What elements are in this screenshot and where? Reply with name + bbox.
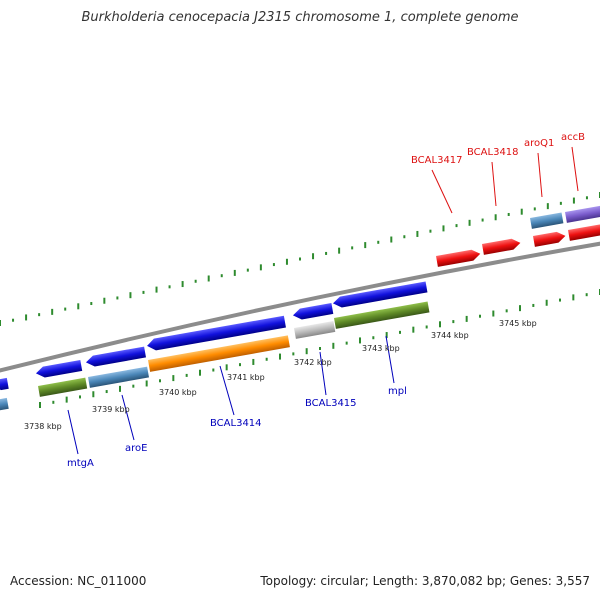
- gene-box-steel-1[interactable]: [88, 366, 149, 388]
- kbp-label: 3742 kbp: [294, 358, 332, 367]
- backbone-line: [0, 241, 600, 373]
- backbone: [0, 241, 600, 373]
- tick-marks: [0, 192, 600, 408]
- leader-line-aroQ1: [537, 152, 543, 198]
- gene-label-BCAL3417[interactable]: BCAL3417: [411, 155, 463, 166]
- gene-label-aroQ1[interactable]: aroQ1: [524, 138, 554, 149]
- gene-box-orange[interactable]: [148, 335, 290, 372]
- kbp-label: 3743 kbp: [362, 344, 400, 353]
- gene-arrow-BCAL3418[interactable]: [482, 237, 521, 255]
- gene-arrow-left-edge[interactable]: [0, 377, 9, 391]
- gene-arrow-mtgA[interactable]: [35, 360, 83, 379]
- leader-line-BCAL3417: [431, 169, 453, 214]
- gene-label-mpl[interactable]: mpl: [388, 386, 407, 397]
- gene-box-gray[interactable]: [294, 321, 336, 339]
- kbp-scale: 3738 kbp 3739 kbp 3740 kbp 3741 kbp 3742 kbp…: [24, 319, 537, 431]
- gene-arrow-BCAL3417[interactable]: [436, 248, 481, 267]
- leader-line-BCAL3415: [319, 351, 327, 396]
- gene-box-purple[interactable]: [565, 205, 600, 223]
- leader-line-mtgA: [67, 409, 79, 455]
- accession-label: Accession: NC_011000: [10, 574, 147, 588]
- leader-line-mpl: [385, 335, 395, 384]
- kbp-label: 3740 kbp: [159, 388, 197, 397]
- gene-label-BCAL3418[interactable]: BCAL3418: [467, 147, 519, 158]
- gene-arrow-accB[interactable]: [568, 223, 600, 241]
- kbp-label: 3739 kbp: [92, 405, 130, 414]
- gene-arrow-BCAL3414[interactable]: [146, 315, 286, 352]
- gene-label-BCAL3414[interactable]: BCAL3414: [210, 418, 262, 429]
- gene-arrow-mpl[interactable]: [332, 281, 428, 309]
- gene-arrow-aroQ1[interactable]: [533, 230, 566, 247]
- page-title: Burkholderia cenocepacia J2315 chromosom…: [81, 10, 519, 25]
- kbp-label: 3744 kbp: [431, 331, 469, 340]
- gene-box-left-edge[interactable]: [0, 397, 9, 411]
- leader-line-aroE: [121, 394, 135, 441]
- gene-label-aroE[interactable]: aroE: [125, 443, 147, 454]
- gene-arrow-aroE[interactable]: [85, 346, 146, 368]
- kbp-label: 3738 kbp: [24, 422, 62, 431]
- leader-line-BCAL3418: [491, 161, 497, 207]
- gene-box-olive-1[interactable]: [38, 377, 88, 397]
- gene-label-BCAL3415[interactable]: BCAL3415: [305, 398, 357, 409]
- gene-box-olive-2[interactable]: [334, 301, 430, 329]
- gene-features[interactable]: [0, 205, 600, 411]
- gene-label-mtgA[interactable]: mtgA: [67, 458, 94, 469]
- genome-stats: Topology: circular; Length: 3,870,082 bp…: [260, 574, 590, 588]
- leader-line-accB: [571, 146, 579, 192]
- kbp-label: 3745 kbp: [499, 319, 537, 328]
- leader-line-BCAL3414: [219, 365, 235, 416]
- gene-box-steel-2[interactable]: [530, 212, 564, 229]
- kbp-label: 3741 kbp: [227, 373, 265, 382]
- gene-labels: BCAL3417 BCAL3418 aroQ1 accB mtgA aroE BCAL341…: [67, 132, 585, 469]
- gene-label-accB[interactable]: accB: [561, 132, 585, 143]
- gene-arrow-BCAL3415[interactable]: [292, 303, 334, 321]
